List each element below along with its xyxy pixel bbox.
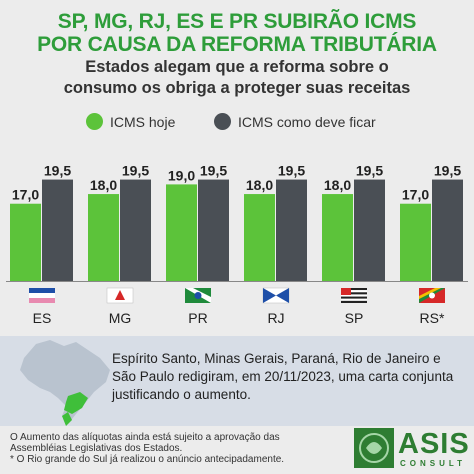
bar-value-label: 17,0: [12, 187, 39, 203]
bar-hoje-pr: [166, 184, 197, 281]
footnote-line-2: Assembléias Legislativas dos Estados.: [10, 443, 183, 454]
logo-subtitle: CONSULT: [400, 459, 467, 468]
legend-label-icms-hoje: ICMS hoje: [110, 113, 176, 130]
bar-value-label: 19,5: [200, 163, 227, 179]
bar-futuro-pr: [198, 179, 229, 281]
bar-group-rj: 18,0 19,5: [244, 163, 307, 281]
brazil-map-icon: [20, 340, 110, 426]
bar-hoje-mg: [88, 194, 119, 281]
title-line-2: POR CAUSA DA REFORMA TRIBUTÁRIA: [37, 33, 437, 56]
bar-futuro-sp: [354, 179, 385, 281]
logo-emblem-icon: [354, 428, 394, 468]
state-label: SP: [345, 310, 364, 326]
bar-futuro-mg: [120, 179, 151, 281]
footnote-line-3: * O Rio grande do Sul já realizou o anún…: [10, 454, 285, 465]
bar-hoje-rj: [244, 194, 275, 281]
asis-logo: ASIS CONSULT: [350, 428, 470, 470]
rs-flag-icon: [419, 288, 445, 303]
bar-group-sp: 18,0 19,5: [322, 163, 385, 281]
logo-name: ASIS: [398, 428, 470, 460]
legend-swatch-icms-futuro: [214, 113, 231, 130]
legend-item-icms-futuro: ICMS como deve ficar: [214, 113, 376, 130]
bar-value-label: 19,5: [122, 163, 149, 179]
bar-futuro-es: [42, 179, 73, 281]
bar-group-mg: 18,0 19,5: [88, 163, 151, 281]
subtitle-line-2: consumo os obriga a proteger suas receit…: [63, 79, 411, 97]
state-label: PR: [188, 310, 207, 326]
legend-swatch-icms-hoje: [86, 113, 103, 130]
bar-value-label: 19,5: [434, 163, 461, 179]
info-box: [0, 336, 474, 426]
bar-value-label: 19,0: [168, 167, 195, 183]
bar-value-label: 18,0: [324, 177, 351, 193]
bar-futuro-rj: [276, 179, 307, 281]
state-label: MG: [109, 310, 132, 326]
sp-flag-icon: [341, 288, 367, 303]
es-flag-icon: [29, 288, 55, 303]
bar-value-label: 18,0: [90, 177, 117, 193]
bar-hoje-es: [10, 203, 41, 281]
rj-flag-icon: [262, 287, 290, 304]
subtitle-line-1: Estados alegam que a reforma sobre o: [85, 58, 389, 76]
bar-futuro-rs: [432, 179, 463, 281]
footnote-line-1: O Aumento das alíquotas ainda está sujei…: [10, 432, 280, 443]
legend-label-icms-futuro: ICMS como deve ficar: [238, 113, 376, 130]
title-line-1: SP, MG, RJ, ES E PR SUBIRÃO ICMS: [57, 10, 417, 33]
info-text: Espírito Santo, Minas Gerais, Paraná, Ri…: [112, 351, 454, 402]
state-label: RS*: [420, 310, 445, 326]
bar-value-label: 19,5: [44, 163, 71, 179]
bar-group-rs: 17,0 19,5: [400, 163, 463, 281]
pr-flag-icon: [185, 288, 211, 303]
bar-chart: 17,0 19,5 ES 18,0 19,5 MG 19,0 19,5 PR 18,0 19,5 RJ…: [6, 163, 468, 326]
bar-value-label: 19,5: [356, 163, 383, 179]
bar-value-label: 17,0: [402, 187, 429, 203]
mg-flag-icon: [106, 287, 134, 304]
bar-group-pr: 19,0 19,5: [166, 163, 229, 281]
bar-value-label: 18,0: [246, 177, 273, 193]
legend-item-icms-hoje: ICMS hoje: [86, 113, 175, 130]
state-label: ES: [33, 310, 52, 326]
bar-group-es: 17,0 19,5: [10, 163, 73, 281]
bar-hoje-rs: [400, 203, 431, 281]
legend: ICMS hoje ICMS como deve ficar: [0, 113, 474, 133]
bar-hoje-sp: [322, 194, 353, 281]
state-label: RJ: [267, 310, 284, 326]
bar-value-label: 19,5: [278, 163, 305, 179]
